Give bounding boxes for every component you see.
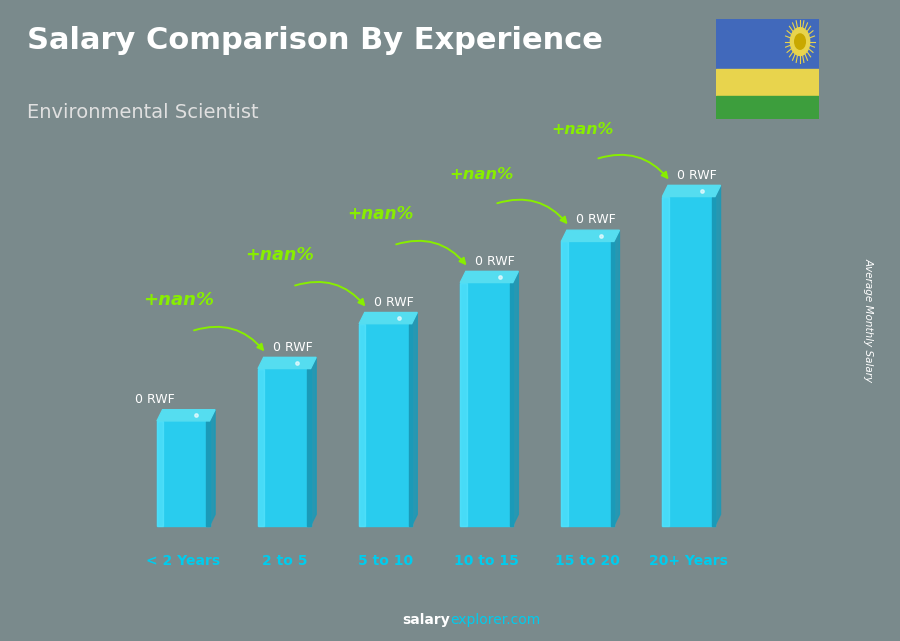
Polygon shape <box>258 357 316 369</box>
Polygon shape <box>310 357 316 526</box>
Circle shape <box>790 28 810 56</box>
Text: +nan%: +nan% <box>552 122 614 137</box>
Bar <box>359 324 365 526</box>
Bar <box>157 421 163 526</box>
Text: 0 RWF: 0 RWF <box>576 213 616 226</box>
Bar <box>562 242 614 526</box>
Polygon shape <box>614 230 619 526</box>
Text: 0 RWF: 0 RWF <box>273 340 312 354</box>
Bar <box>157 421 210 526</box>
Bar <box>460 283 513 526</box>
Text: 15 to 20: 15 to 20 <box>555 554 620 568</box>
FancyArrowPatch shape <box>498 199 566 222</box>
Text: salary: salary <box>402 613 450 627</box>
Bar <box>258 369 265 526</box>
Text: 0 RWF: 0 RWF <box>677 169 716 181</box>
Polygon shape <box>460 271 518 283</box>
Text: explorer.com: explorer.com <box>450 613 540 627</box>
Polygon shape <box>210 410 215 526</box>
Bar <box>206 421 210 526</box>
Text: 0 RWF: 0 RWF <box>474 254 515 267</box>
Text: +nan%: +nan% <box>143 291 213 309</box>
Text: 0 RWF: 0 RWF <box>135 393 175 406</box>
Bar <box>509 283 513 526</box>
Bar <box>716 96 819 119</box>
FancyArrowPatch shape <box>194 327 263 350</box>
Bar <box>562 242 568 526</box>
FancyArrowPatch shape <box>598 154 668 178</box>
Text: +nan%: +nan% <box>347 204 414 222</box>
Bar <box>359 324 411 526</box>
Text: < 2 Years: < 2 Years <box>146 554 220 568</box>
Text: 10 to 15: 10 to 15 <box>454 554 519 568</box>
FancyArrowPatch shape <box>396 241 465 264</box>
Text: +nan%: +nan% <box>245 246 314 264</box>
Circle shape <box>795 34 806 49</box>
Text: Average Monthly Salary: Average Monthly Salary <box>863 258 874 383</box>
FancyArrowPatch shape <box>295 282 364 305</box>
Polygon shape <box>715 185 721 526</box>
Bar <box>460 283 466 526</box>
Text: 0 RWF: 0 RWF <box>374 296 413 309</box>
Polygon shape <box>157 410 215 421</box>
Text: +nan%: +nan% <box>449 167 514 181</box>
Text: Environmental Scientist: Environmental Scientist <box>27 103 258 122</box>
Text: 5 to 10: 5 to 10 <box>358 554 413 568</box>
Polygon shape <box>662 185 721 197</box>
Bar <box>662 197 669 526</box>
Text: 2 to 5: 2 to 5 <box>262 554 307 568</box>
Text: 20+ Years: 20+ Years <box>649 554 728 568</box>
Text: Salary Comparison By Experience: Salary Comparison By Experience <box>27 26 603 54</box>
Bar <box>409 324 411 526</box>
Bar <box>258 369 310 526</box>
Bar <box>716 19 819 69</box>
Polygon shape <box>513 271 518 526</box>
Polygon shape <box>411 312 418 526</box>
Polygon shape <box>359 312 418 324</box>
Bar <box>716 69 819 96</box>
Bar <box>611 242 614 526</box>
Bar <box>662 197 715 526</box>
Polygon shape <box>562 230 619 242</box>
Bar <box>712 197 715 526</box>
Bar <box>308 369 310 526</box>
